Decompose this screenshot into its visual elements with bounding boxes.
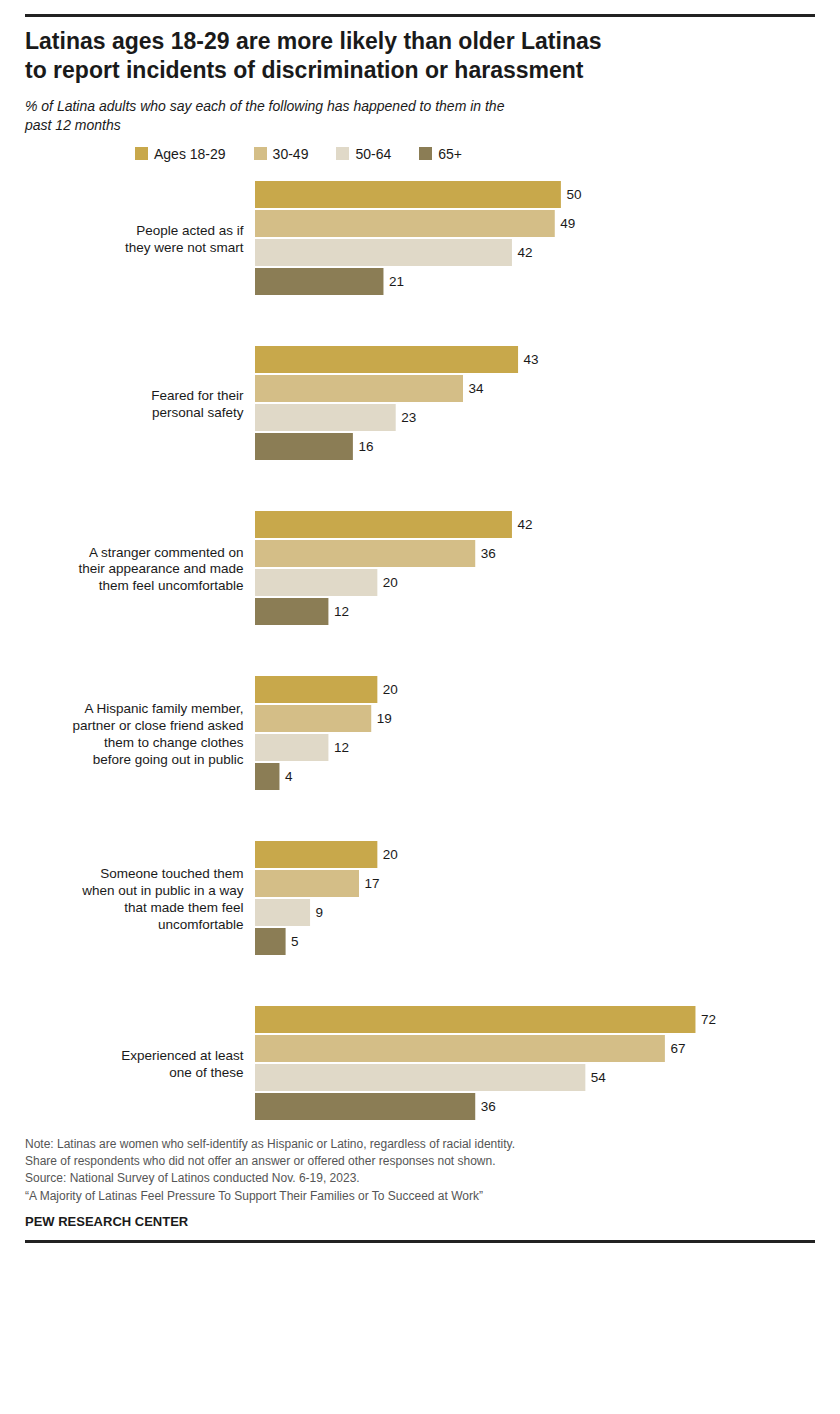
svg-text:Someone touched themwhen out i: Someone touched themwhen out in public i… xyxy=(81,866,244,932)
svg-text:34: 34 xyxy=(469,381,485,396)
html-text:Note: Latinas are women who se: Note: Latinas are women who self-identif… xyxy=(25,1136,515,1203)
svg-text:12: 12 xyxy=(334,740,349,755)
svg-text:43: 43 xyxy=(524,352,539,367)
svg-text:5: 5 xyxy=(291,934,299,949)
svg-text:9: 9 xyxy=(316,905,324,920)
svg-text:42: 42 xyxy=(517,517,532,532)
svg-text:21: 21 xyxy=(389,274,404,289)
svg-text:16: 16 xyxy=(358,439,373,454)
svg-text:19: 19 xyxy=(377,711,392,726)
html-text:Latinas ages 18-29 are more li: Latinas ages 18-29 are more likely than … xyxy=(25,28,602,83)
svg-text:54: 54 xyxy=(591,1070,607,1085)
svg-text:20: 20 xyxy=(383,847,398,862)
svg-text:Experienced at leastone of the: Experienced at leastone of these xyxy=(121,1048,244,1080)
svg-text:Feared for theirpersonal safet: Feared for theirpersonal safety xyxy=(151,388,244,420)
svg-text:17: 17 xyxy=(365,876,380,891)
svg-text:20: 20 xyxy=(383,682,398,697)
html-text:PEW RESEARCH CENTER: PEW RESEARCH CENTER xyxy=(25,1214,189,1230)
html-text:30-49: 30-49 xyxy=(272,145,309,162)
svg-text:36: 36 xyxy=(481,1099,496,1114)
svg-text:36: 36 xyxy=(481,546,496,561)
svg-text:4: 4 xyxy=(285,769,293,784)
html-text:% of Latina adults who say eac: % of Latina adults who say each of the f… xyxy=(25,97,505,134)
svg-text:72: 72 xyxy=(701,1012,716,1027)
svg-text:42: 42 xyxy=(517,245,532,260)
svg-text:A Hispanic family member,partn: A Hispanic family member,partner or clos… xyxy=(72,701,243,767)
svg-text:23: 23 xyxy=(401,410,416,425)
html-text:65+: 65+ xyxy=(438,145,462,162)
svg-text:12: 12 xyxy=(334,604,349,619)
svg-text:A stranger commented ontheir a: A stranger commented ontheir appearance … xyxy=(78,544,243,593)
html-text:50-64: 50-64 xyxy=(355,145,392,162)
svg-text:20: 20 xyxy=(383,575,398,590)
svg-text:67: 67 xyxy=(670,1041,685,1056)
svg-text:49: 49 xyxy=(560,216,575,231)
html-text:Ages 18-29: Ages 18-29 xyxy=(154,145,226,162)
svg-text:50: 50 xyxy=(566,187,581,202)
svg-text:People acted as ifthey were no: People acted as ifthey were not smart xyxy=(125,223,244,255)
